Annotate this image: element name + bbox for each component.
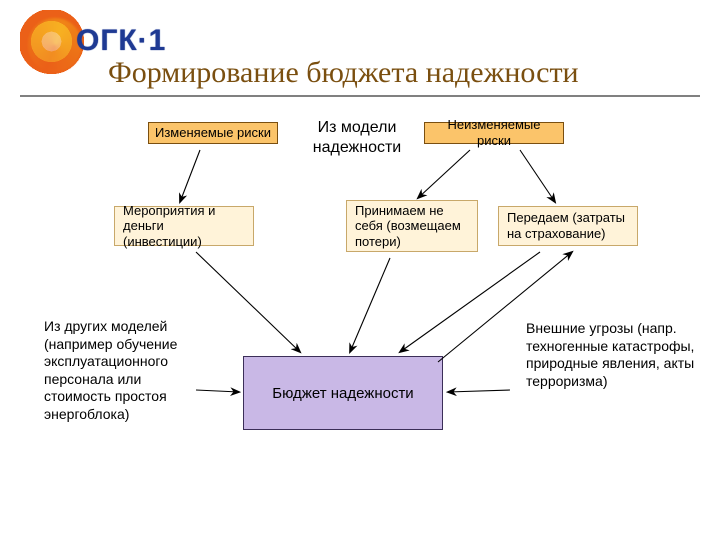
logo-text: ОГК·1 (76, 24, 166, 58)
node-fixed-risks: Неизменяемые риски (424, 122, 564, 144)
label-external-threats: Внешние угрозы (напр. техногенные катаст… (526, 320, 706, 390)
node-variable-risks: Изменяемые риски (148, 122, 278, 144)
arrow-measures-to-budget (196, 252, 300, 352)
title-divider (20, 95, 700, 97)
arrow-transfer-to-budget (400, 252, 540, 352)
subtitle: Из модели надежности (302, 118, 412, 158)
node-transfer: Передаем (затраты на страхование) (498, 206, 638, 246)
node-measures: Мероприятия и деньги (инвестиции) (114, 206, 254, 246)
slide-title: Формирование бюджета надежности (108, 56, 579, 90)
arrow-risksfixed-to-transfer (520, 150, 555, 202)
label-other-models: Из других моделей (например обучение экс… (44, 318, 209, 423)
slide-canvas: ОГК·1 Формирование бюджета надежности Из… (0, 0, 720, 540)
arrow-external-to-budget (448, 390, 510, 392)
arrow-risksvar-to-measures (180, 150, 200, 202)
node-accept: Принимаем не себя (возмещаем потери) (346, 200, 478, 252)
arrow-accept-to-budget (350, 258, 390, 352)
node-budget: Бюджет надежности (243, 356, 443, 430)
arrow-risksfixed-to-accept (418, 150, 470, 198)
